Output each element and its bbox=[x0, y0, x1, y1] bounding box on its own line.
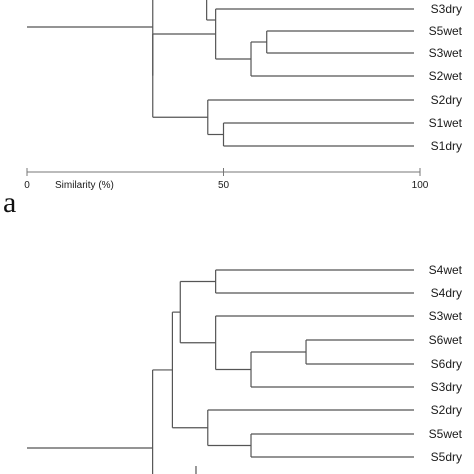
leaf-label-s3wet: S3wet bbox=[429, 309, 463, 323]
similarity-tick-label-50: 50 bbox=[218, 180, 230, 191]
leaf-label-s2dry: S2dry bbox=[431, 403, 462, 417]
dendrogram-a-branches bbox=[27, 0, 414, 147]
panel-label-a: a bbox=[3, 186, 16, 219]
leaf-label-s4wet: S4wet bbox=[429, 263, 463, 277]
dendrogram-a-leaf-labels: S3dry S5wet S3wet S2wet S2dry S1wet S1dry bbox=[429, 2, 463, 153]
leaf-label-s1wet: S1wet bbox=[429, 116, 463, 130]
leaf-label-s5wet: S5wet bbox=[429, 24, 463, 38]
similarity-tick-label-100: 100 bbox=[412, 180, 429, 191]
leaf-label-s6dry: S6dry bbox=[431, 357, 462, 371]
dendrogram-b-leaf-labels: S4wet S4dry S3wet S6wet S6dry S3dry S2dry S5wet… bbox=[429, 263, 463, 464]
similarity-tick-label-0: 0 bbox=[24, 180, 30, 191]
leaf-label-s6wet: S6wet bbox=[429, 333, 463, 347]
leaf-label-s2wet: S2wet bbox=[429, 69, 463, 83]
leaf-label-s5dry: S5dry bbox=[431, 450, 462, 464]
dendrogram-b-branches bbox=[27, 269, 414, 474]
leaf-label-s5wet: S5wet bbox=[429, 427, 463, 441]
leaf-label-s1dry: S1dry bbox=[431, 139, 462, 153]
leaf-label-s3dry: S3dry bbox=[431, 380, 462, 394]
similarity-axis-title: Similarity (%) bbox=[55, 180, 114, 191]
leaf-label-s3wet: S3wet bbox=[429, 46, 463, 60]
dendrogram-a-similarity-axis: 0 50 100 Similarity (%) bbox=[24, 168, 429, 191]
leaf-label-s3dry: S3dry bbox=[431, 2, 462, 16]
leaf-label-s4dry: S4dry bbox=[431, 286, 462, 300]
leaf-label-s2dry: S2dry bbox=[431, 93, 462, 107]
